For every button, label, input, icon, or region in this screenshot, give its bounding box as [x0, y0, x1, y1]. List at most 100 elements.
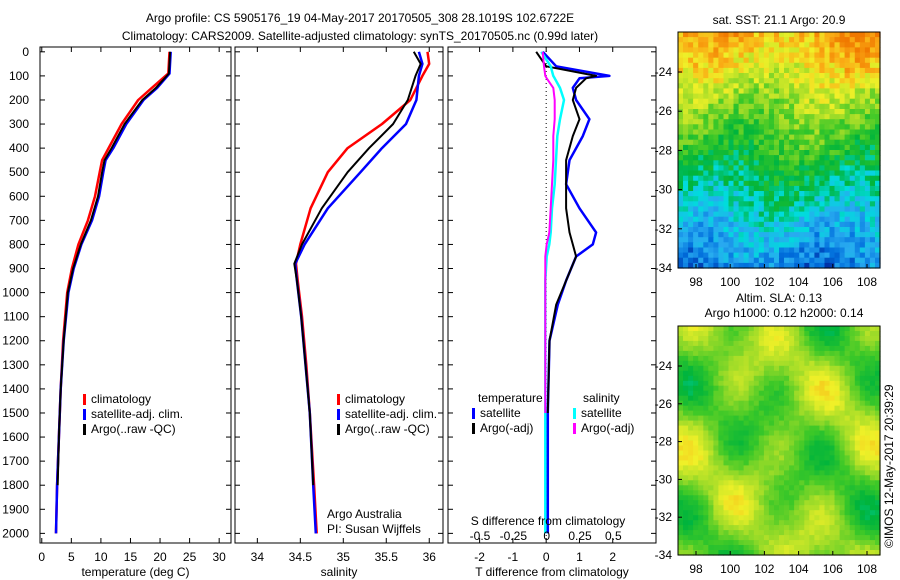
sst-map-cell	[723, 78, 730, 84]
sla-map-cell	[743, 331, 750, 337]
sla-map-frame	[677, 325, 881, 556]
sla-map-cell	[763, 530, 770, 536]
sla-map-cell	[875, 525, 881, 531]
sla-map-cell	[844, 360, 851, 367]
sst-map-cell	[829, 185, 836, 192]
sla-map-cell	[768, 440, 775, 447]
sla-map-cell	[859, 520, 866, 526]
sla-map-cell	[814, 331, 820, 337]
sla-map-cell	[774, 375, 780, 382]
sla-map-cell	[819, 450, 825, 457]
sla-map-cell	[875, 326, 881, 332]
sla-map-cell	[763, 505, 770, 511]
sla-map-cell	[763, 430, 770, 437]
sst-map-cell	[789, 119, 795, 125]
sst-map-cell	[758, 262, 765, 269]
sst-map-cell	[728, 37, 735, 43]
sst-map-cell	[814, 139, 820, 146]
sst-map-cell	[804, 57, 810, 64]
sst-map-cell	[713, 196, 719, 202]
sst-map-cell	[713, 155, 719, 161]
sst-map-cell	[804, 93, 810, 100]
sla-map-cell	[844, 520, 851, 526]
sla-map-cell	[784, 525, 790, 531]
sla-map-cell	[829, 470, 836, 476]
sla-map-cell	[839, 350, 846, 357]
sst-map-cell	[683, 191, 689, 197]
sst-map-cell	[748, 160, 755, 166]
sla-map-cell	[703, 355, 709, 362]
sla-map-cell	[839, 505, 846, 511]
sla-map-cell	[809, 435, 815, 442]
sst-map-cell	[678, 165, 684, 172]
sla-map-cell	[789, 460, 795, 466]
sst-map-cell	[708, 93, 714, 100]
sst-map-cell	[854, 78, 861, 84]
sla-map-cell	[713, 420, 719, 427]
sst-map-cell	[784, 144, 790, 151]
sla-map-cell	[688, 465, 694, 471]
sla-map-cell	[748, 505, 755, 511]
sst-map-cell	[688, 206, 694, 213]
sla-map-cell	[794, 360, 800, 367]
sla-map-title-2: Argo h1000: 0.12 h2000: 0.14	[705, 306, 864, 320]
sla-map-cell	[774, 420, 780, 427]
sla-map-cell	[809, 470, 815, 476]
sst-map-cell	[774, 129, 780, 136]
sst-map-cell	[824, 144, 831, 151]
sla-map-cell	[875, 425, 881, 432]
sst-map-cell	[768, 114, 775, 120]
sla-map-cell	[753, 370, 760, 377]
sst-map-cell	[859, 114, 866, 120]
sla-map-cell	[824, 331, 831, 337]
sla-map-cell	[804, 435, 810, 442]
sst-map-cell	[834, 206, 841, 213]
sla-map-cell	[683, 331, 689, 337]
sst-map-cell	[784, 185, 790, 192]
salinity-xtick-label: 34.5	[289, 550, 313, 564]
sst-map-cell	[844, 227, 851, 233]
sla-map-cell	[804, 440, 810, 447]
sla-map-cell	[733, 545, 740, 551]
sst-map-cell	[683, 211, 689, 218]
sla-map-cell	[809, 440, 815, 447]
sla-map-cell	[718, 360, 724, 367]
sla-map-cell	[784, 345, 790, 352]
sst-map-cell	[774, 119, 780, 125]
sla-map-cell	[708, 485, 714, 491]
sst-map-cell	[844, 57, 851, 64]
sla-map-cell	[859, 425, 866, 432]
sla-map-cell	[864, 460, 871, 466]
sst-map-cell	[698, 83, 704, 89]
sst-map-cell	[718, 103, 724, 110]
sst-map-cell	[809, 227, 815, 233]
sla-map-cell	[743, 530, 750, 536]
sst-map-cell	[839, 73, 846, 79]
sst-map-cell	[758, 37, 765, 43]
sst-map-cell	[789, 103, 795, 110]
sla-map-cell	[683, 336, 689, 342]
sst-map-cell	[814, 144, 820, 151]
sla-map-cell	[834, 505, 841, 511]
sst-map-cell	[678, 124, 684, 130]
sst-map-cell	[804, 129, 810, 136]
sla-map-cell	[784, 365, 790, 372]
sst-map-cell	[869, 103, 876, 110]
sla-map-cell	[723, 380, 730, 387]
sst-map-cell	[864, 191, 871, 197]
sst-map-cell	[768, 134, 775, 141]
sla-map-cell	[683, 475, 689, 481]
sla-map-cell	[713, 345, 719, 352]
sst-map-cell	[753, 52, 760, 59]
sst-map-cell	[738, 155, 745, 161]
sst-map-cell	[819, 52, 825, 59]
sst-map-cell	[824, 47, 831, 54]
sst-map-cell	[819, 73, 825, 79]
sst-map-cell	[733, 227, 740, 233]
sla-map-cell	[774, 425, 780, 432]
sst-map-cell	[683, 93, 689, 100]
sla-map-cell	[768, 400, 775, 407]
sst-map-cell	[738, 252, 745, 259]
sla-map-cell	[814, 385, 820, 392]
sst-map-cell	[809, 144, 815, 151]
